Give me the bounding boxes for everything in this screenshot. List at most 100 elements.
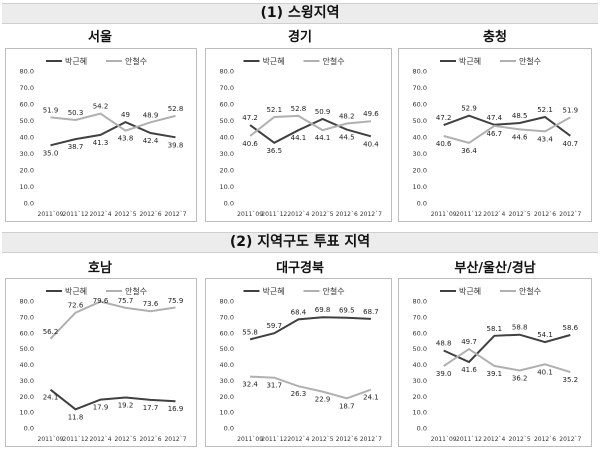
data-label: 75.7 bbox=[118, 297, 134, 305]
data-label: 24.1 bbox=[363, 394, 379, 402]
y-tick-label: 20.0 bbox=[413, 167, 427, 175]
series-line-park bbox=[49, 388, 176, 411]
data-label: 17.9 bbox=[93, 404, 109, 412]
legend: 박근혜 안철수 bbox=[243, 286, 345, 296]
y-tick-label: 50.0 bbox=[413, 345, 427, 353]
data-label: 44.1 bbox=[291, 134, 307, 142]
data-label: 47.2 bbox=[436, 114, 452, 122]
data-label: 26.3 bbox=[291, 390, 307, 398]
data-label: 58.6 bbox=[563, 324, 579, 332]
y-tick-label: 60.0 bbox=[413, 101, 427, 109]
data-label: 24.1 bbox=[43, 394, 59, 402]
x-tick-label: 2012`7 bbox=[559, 436, 581, 443]
legend: 박근혜 안철수 bbox=[440, 286, 541, 296]
x-tick-label: 2011`09 bbox=[38, 211, 64, 218]
region-title-seoul: 서울 bbox=[88, 30, 112, 45]
data-label: 19.2 bbox=[118, 402, 134, 410]
data-label: 40.7 bbox=[563, 140, 579, 148]
x-tick-label: 2012`5 bbox=[312, 211, 334, 218]
y-tick-label: 0.0 bbox=[417, 425, 427, 433]
data-label: 31.7 bbox=[266, 382, 282, 390]
series-line-ahn bbox=[49, 300, 176, 340]
legend: 박근혜 안철수 bbox=[440, 56, 541, 66]
region-title-chungcheong: 충청 bbox=[483, 30, 507, 45]
y-tick-label: 50.0 bbox=[220, 345, 234, 353]
y-tick-label: 40.0 bbox=[413, 361, 427, 369]
y-tick-label: 10.0 bbox=[413, 183, 427, 191]
chart-chungcheong: 0.0 10.0 20.0 30.0 40.0 50.0 60.0 70.0 80.0 2011`… bbox=[398, 48, 592, 222]
x-tick-label: 2012`6 bbox=[534, 211, 556, 218]
legend-label: 박근혜 bbox=[65, 56, 87, 66]
y-tick-label: 70.0 bbox=[20, 84, 34, 92]
chart-honam: 0.0 10.0 20.0 30.0 40.0 50.0 60.0 70.0 80.0 2011`… bbox=[5, 278, 197, 447]
data-label: 51.9 bbox=[43, 106, 59, 114]
y-tick-label: 60.0 bbox=[20, 101, 34, 109]
x-tick-label: 2012`6 bbox=[139, 436, 161, 443]
y-tick-label: 30.0 bbox=[20, 150, 34, 158]
data-label: 41.6 bbox=[461, 366, 477, 374]
x-tick-label: 2012`4 bbox=[287, 211, 309, 218]
data-label: 41.3 bbox=[93, 139, 109, 147]
x-tick-label: 2011`09 bbox=[237, 211, 263, 218]
x-tick-label: 2012`7 bbox=[360, 436, 382, 443]
series-line-ahn bbox=[50, 112, 176, 132]
legend-label: 안철수 bbox=[323, 56, 345, 66]
data-label: 75.9 bbox=[168, 297, 184, 305]
legend-label: 안철수 bbox=[125, 286, 147, 296]
x-tick-label: 2012`4 bbox=[89, 436, 111, 443]
data-label: 43.8 bbox=[118, 135, 134, 143]
x-tick-label: 2012`7 bbox=[360, 211, 382, 218]
region-title-honam: 호남 bbox=[88, 261, 112, 276]
data-label: 42.4 bbox=[143, 137, 159, 145]
data-label: 44.5 bbox=[339, 134, 355, 142]
data-label: 47.4 bbox=[487, 114, 503, 122]
x-tick-label: 2011`12 bbox=[63, 211, 89, 218]
legend-label: 안철수 bbox=[519, 286, 541, 296]
data-label: 48.2 bbox=[339, 112, 355, 120]
series-line-ahn bbox=[249, 114, 371, 137]
data-label: 54.2 bbox=[93, 103, 109, 111]
data-label: 58.8 bbox=[512, 324, 528, 332]
y-tick-label: 40.0 bbox=[20, 361, 34, 369]
data-label: 36.2 bbox=[512, 375, 528, 383]
section-header-regional: (2) 지역구도 투표 지역 bbox=[2, 232, 598, 253]
x-tick-label: 2012`5 bbox=[114, 211, 136, 218]
data-label: 44.6 bbox=[512, 133, 528, 141]
data-label: 40.4 bbox=[363, 140, 379, 148]
y-tick-label: 80.0 bbox=[220, 298, 234, 306]
data-label: 39.1 bbox=[487, 370, 503, 378]
x-tick-label: 2012`5 bbox=[114, 436, 136, 443]
y-tick-label: 0.0 bbox=[24, 200, 34, 208]
data-label: 69.5 bbox=[339, 307, 355, 315]
y-tick-label: 80.0 bbox=[413, 298, 427, 306]
chart-busan-ulsan-gyeongnam: 0.0 10.0 20.0 30.0 40.0 50.0 60.0 70.0 80.0 2011`… bbox=[398, 278, 592, 447]
data-label: 49 bbox=[121, 111, 130, 119]
data-label: 16.9 bbox=[168, 405, 184, 413]
x-tick-label: 2012`7 bbox=[559, 211, 581, 218]
legend-label: 안철수 bbox=[125, 56, 147, 66]
y-tick-label: 30.0 bbox=[20, 377, 34, 385]
y-tick-label: 20.0 bbox=[20, 393, 34, 401]
x-tick-label: 2011`09 bbox=[237, 436, 263, 443]
legend-label: 박근혜 bbox=[263, 56, 285, 66]
y-tick-label: 60.0 bbox=[413, 329, 427, 337]
x-tick-label: 2011`12 bbox=[261, 436, 287, 443]
x-tick-label: 2012`7 bbox=[164, 436, 186, 443]
y-tick-label: 80.0 bbox=[413, 68, 427, 76]
data-label: 40.6 bbox=[242, 140, 258, 148]
legend-label: 박근혜 bbox=[459, 286, 481, 296]
data-label: 17.7 bbox=[143, 404, 159, 412]
data-label: 44.1 bbox=[315, 134, 331, 142]
x-tick-label: 2012`5 bbox=[312, 436, 334, 443]
x-tick-label: 2011`09 bbox=[38, 436, 64, 443]
chart-seoul-svg: 0.0 10.0 20.0 30.0 40.0 50.0 60.0 70.0 80.0 2011`… bbox=[20, 56, 187, 218]
y-tick-label: 0.0 bbox=[224, 200, 234, 208]
y-tick-label: 70.0 bbox=[220, 84, 234, 92]
data-label: 48.5 bbox=[512, 112, 528, 120]
legend: 박근혜 안철수 bbox=[46, 286, 147, 296]
data-label: 22.9 bbox=[315, 396, 331, 404]
y-tick-label: 70.0 bbox=[20, 313, 34, 321]
y-tick-label: 0.0 bbox=[224, 425, 234, 433]
series-line-ahn bbox=[443, 116, 571, 144]
y-tick-label: 60.0 bbox=[20, 329, 34, 337]
